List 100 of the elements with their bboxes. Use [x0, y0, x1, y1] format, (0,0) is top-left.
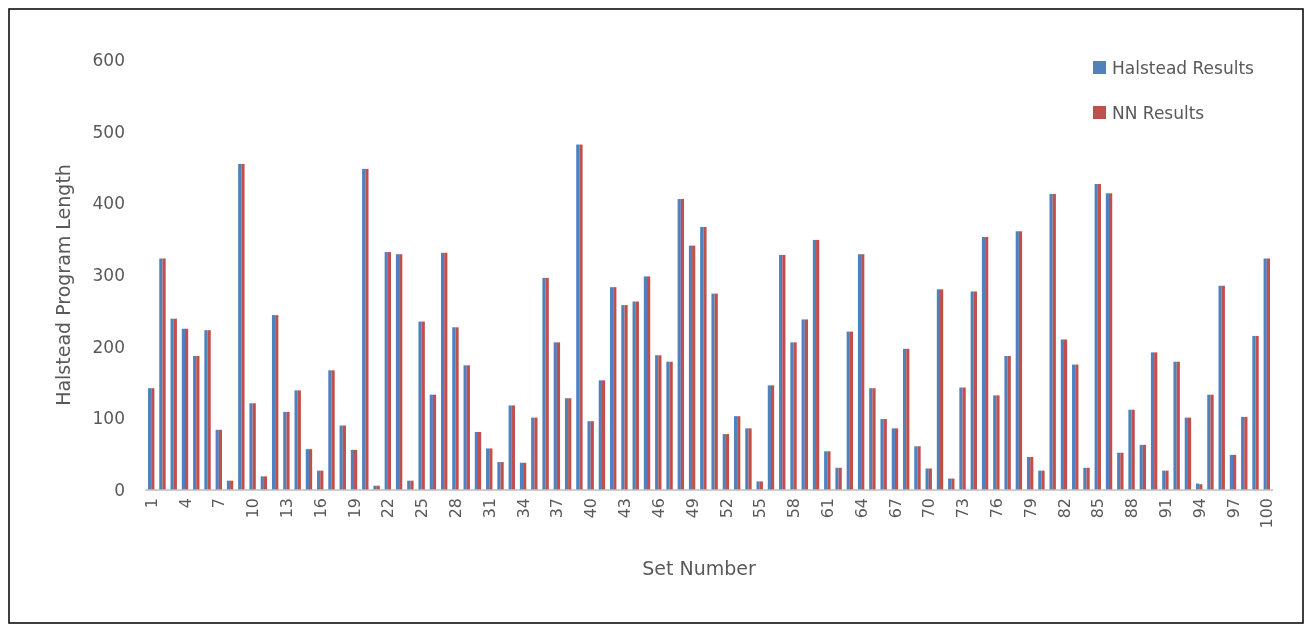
x-tick-label: 37: [547, 498, 567, 519]
bar: [1063, 339, 1068, 490]
bar: [308, 449, 313, 490]
bar: [1187, 417, 1192, 490]
bar: [275, 315, 279, 490]
bar: [647, 276, 651, 490]
bar: [305, 449, 309, 490]
x-tick-label: 4: [175, 498, 195, 509]
x-tick-label: 34: [513, 498, 533, 519]
bar: [564, 398, 569, 490]
bar: [1142, 444, 1147, 490]
bar: [767, 385, 771, 490]
bar: [601, 380, 606, 490]
bar: [677, 199, 681, 490]
bar: [568, 398, 572, 490]
x-tick-label: 52: [716, 498, 736, 519]
bar: [692, 245, 696, 490]
bar: [1184, 417, 1188, 490]
bar: [1015, 231, 1019, 490]
bar: [399, 254, 403, 490]
x-tick-label: 46: [648, 498, 668, 519]
x-tick-label: 64: [851, 498, 871, 519]
x-tick-label: 76: [986, 498, 1006, 519]
bar: [1109, 193, 1113, 490]
bar: [432, 394, 437, 490]
bar: [387, 252, 392, 490]
x-tick-label: 19: [344, 498, 364, 519]
x-tick-label: 43: [615, 498, 635, 519]
bar: [1026, 457, 1031, 490]
bar: [218, 429, 223, 490]
bar: [812, 239, 817, 490]
x-tick-label: 82: [1054, 498, 1074, 519]
x-tick-label: 67: [885, 498, 905, 519]
bar: [474, 431, 478, 490]
x-tick-label: 79: [1020, 498, 1040, 519]
bar: [477, 431, 482, 490]
bar: [350, 449, 355, 490]
bar: [523, 462, 527, 490]
legend-label: Halstead Results: [1112, 57, 1255, 78]
bar: [519, 462, 524, 490]
bar: [940, 289, 944, 490]
bar: [429, 394, 433, 490]
x-tick-label: 49: [682, 498, 702, 519]
bar: [985, 237, 989, 490]
x-tick-label: 7: [209, 498, 229, 509]
y-tick-label: 0: [114, 479, 125, 500]
y-tick-label: 300: [92, 264, 125, 285]
x-tick-label: 88: [1122, 498, 1142, 519]
bar: [1060, 339, 1064, 490]
x-tick-label: 94: [1189, 498, 1209, 519]
bar: [598, 380, 602, 490]
x-tick-label: 97: [1223, 498, 1243, 519]
bar: [861, 254, 865, 490]
bar: [846, 331, 850, 490]
bar: [181, 328, 185, 490]
bar: [271, 315, 276, 490]
x-tick-label: 1: [141, 498, 161, 509]
y-tick-label: 400: [92, 193, 125, 214]
bar: [894, 428, 899, 490]
bar: [1105, 193, 1110, 490]
bar: [643, 276, 648, 490]
x-tick-label: 61: [817, 498, 837, 519]
bar: [816, 239, 820, 490]
bar: [725, 434, 730, 490]
x-tick-label: 25: [412, 498, 432, 519]
bar: [936, 289, 941, 490]
legend-label: NN Results: [1112, 102, 1205, 123]
x-tick-label: 22: [378, 498, 398, 519]
x-tick-label: 58: [784, 498, 804, 519]
bar: [1229, 454, 1233, 490]
bar: [384, 252, 388, 490]
x-axis-title: Set Number: [642, 557, 756, 579]
bar: [395, 254, 400, 490]
bar: [770, 385, 775, 490]
bar: [733, 416, 738, 490]
bar: [1139, 444, 1143, 490]
x-tick-label: 91: [1155, 498, 1175, 519]
y-tick-label: 600: [92, 49, 125, 70]
bar: [680, 199, 685, 490]
bar: [688, 245, 693, 490]
x-tick-label: 70: [919, 498, 939, 519]
bar: [1150, 352, 1155, 490]
bar: [722, 434, 726, 490]
bar: [737, 416, 741, 490]
x-tick-label: 73: [953, 498, 973, 519]
x-tick-label: 55: [750, 498, 770, 519]
y-axis-title: Halstead Program Length: [52, 164, 74, 406]
bar: [981, 237, 986, 490]
bar: [185, 328, 189, 490]
x-tick-label: 10: [243, 498, 263, 519]
x-tick-label: 40: [581, 498, 601, 519]
bar: [849, 331, 854, 490]
bar: [1154, 352, 1158, 490]
y-tick-label: 500: [92, 121, 125, 142]
x-tick-label: 28: [446, 498, 466, 519]
bar: [354, 449, 358, 490]
x-tick-label: 13: [277, 498, 297, 519]
x-tick-label: 31: [479, 498, 499, 519]
x-tick-label: 85: [1088, 498, 1108, 519]
y-tick-label: 200: [92, 336, 125, 357]
